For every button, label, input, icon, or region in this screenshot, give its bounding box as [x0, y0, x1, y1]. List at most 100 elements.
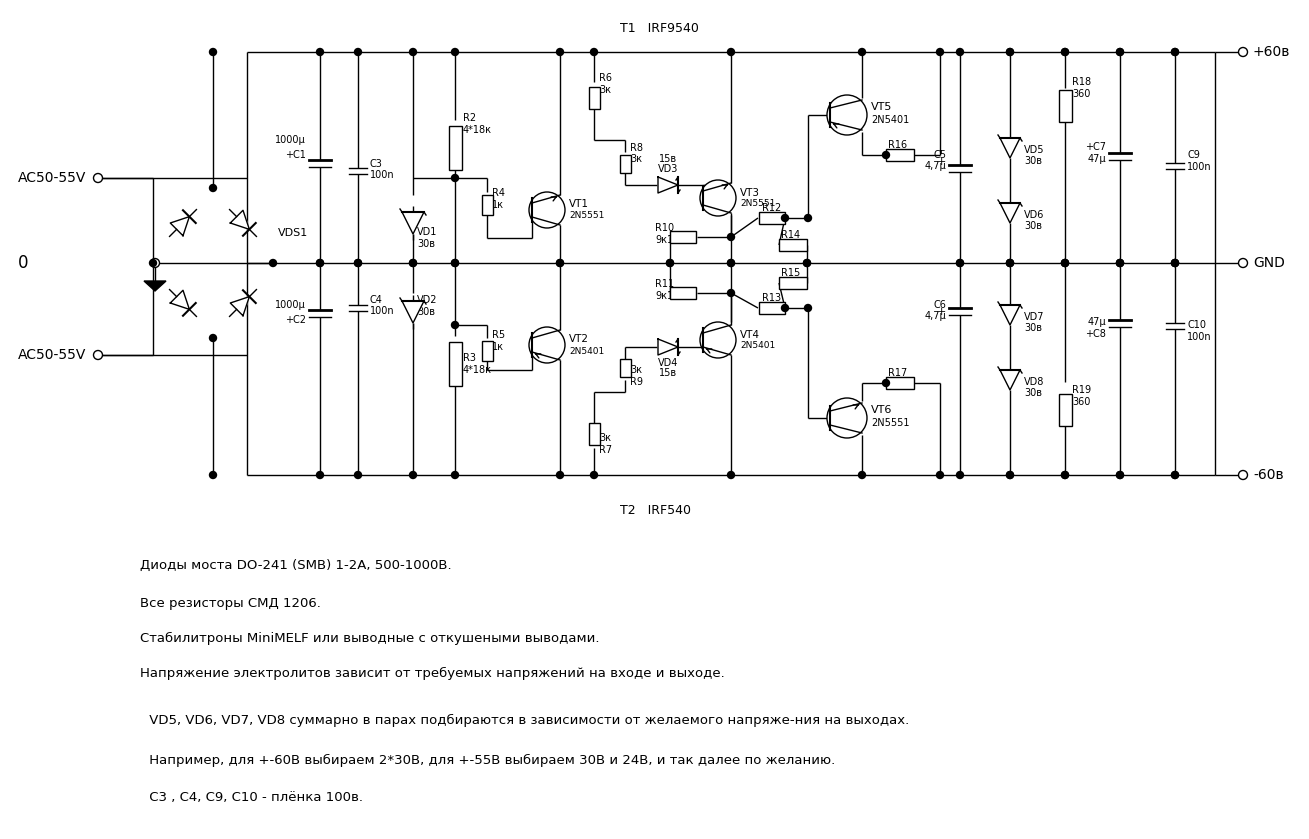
Text: +: +	[937, 157, 946, 167]
Circle shape	[1172, 472, 1178, 478]
Text: 1000μ: 1000μ	[275, 135, 306, 145]
Text: 47μ: 47μ	[1088, 317, 1106, 327]
Circle shape	[700, 180, 736, 216]
Circle shape	[149, 259, 157, 267]
Text: VD2: VD2	[418, 295, 437, 305]
Text: VD8: VD8	[1024, 377, 1045, 387]
Polygon shape	[144, 281, 166, 291]
Circle shape	[728, 49, 734, 55]
Circle shape	[728, 289, 734, 296]
Text: 3к: 3к	[630, 365, 641, 375]
Text: C6: C6	[933, 300, 946, 310]
Circle shape	[1117, 49, 1123, 55]
Circle shape	[957, 259, 963, 267]
Circle shape	[1238, 48, 1247, 56]
Bar	[449, 126, 462, 170]
Circle shape	[452, 321, 458, 329]
Circle shape	[556, 49, 563, 55]
Circle shape	[805, 305, 812, 311]
Circle shape	[1007, 49, 1013, 55]
Bar	[759, 212, 785, 224]
Bar	[886, 377, 914, 389]
Text: Напряжение электролитов зависит от требуемых напряжений на входе и выходе.: Напряжение электролитов зависит от требу…	[140, 666, 725, 680]
Circle shape	[1117, 259, 1123, 267]
Circle shape	[1117, 259, 1123, 267]
Circle shape	[556, 259, 563, 267]
Text: AC50-55V: AC50-55V	[18, 171, 86, 185]
Circle shape	[882, 152, 890, 159]
Bar	[589, 423, 600, 445]
Text: VD1: VD1	[418, 227, 437, 237]
Text: R10: R10	[654, 223, 674, 233]
Text: R8: R8	[630, 143, 643, 153]
Circle shape	[209, 335, 216, 341]
Circle shape	[93, 174, 102, 183]
Circle shape	[781, 215, 788, 221]
Circle shape	[1062, 49, 1068, 55]
Text: 3к: 3к	[630, 154, 641, 164]
Circle shape	[936, 472, 944, 478]
Circle shape	[1172, 49, 1178, 55]
Text: 30в: 30в	[1024, 388, 1042, 398]
Text: VT5: VT5	[870, 102, 893, 112]
Circle shape	[355, 472, 361, 478]
Text: 30в: 30в	[1024, 323, 1042, 333]
Text: R2: R2	[463, 113, 476, 123]
Text: R12: R12	[762, 203, 781, 213]
Circle shape	[355, 259, 361, 267]
Polygon shape	[658, 177, 678, 193]
Circle shape	[700, 322, 736, 358]
Circle shape	[1007, 49, 1013, 55]
Bar	[619, 359, 631, 377]
Text: 100n: 100n	[370, 306, 394, 316]
Circle shape	[452, 175, 458, 181]
Bar	[619, 155, 631, 173]
Text: 4*18к: 4*18к	[463, 125, 492, 135]
Bar	[589, 87, 600, 109]
Text: 4,7μ: 4,7μ	[924, 311, 946, 321]
Text: 0: 0	[18, 254, 29, 272]
Circle shape	[410, 472, 416, 478]
Text: 360: 360	[1072, 397, 1090, 407]
Text: VD5: VD5	[1024, 145, 1045, 155]
Circle shape	[1007, 259, 1013, 267]
Text: 100n: 100n	[370, 170, 394, 180]
Circle shape	[957, 472, 963, 478]
Text: 2N5401: 2N5401	[740, 341, 775, 351]
Bar	[779, 239, 808, 251]
Circle shape	[728, 259, 734, 267]
Text: 1к: 1к	[492, 200, 504, 210]
Circle shape	[1238, 471, 1247, 480]
Text: +C1: +C1	[285, 150, 306, 160]
Text: 15в: 15в	[658, 154, 677, 164]
Circle shape	[1062, 49, 1068, 55]
Circle shape	[270, 259, 276, 267]
Text: 2N5401: 2N5401	[569, 347, 605, 356]
Text: 9к1: 9к1	[654, 235, 673, 245]
Circle shape	[529, 192, 565, 228]
Text: 2N5551: 2N5551	[870, 418, 910, 428]
Circle shape	[804, 259, 810, 267]
Text: 2N5401: 2N5401	[870, 115, 910, 125]
Text: 36к: 36к	[781, 242, 798, 252]
Circle shape	[666, 259, 674, 267]
Text: R14: R14	[781, 230, 800, 240]
Text: 30в: 30в	[1024, 156, 1042, 166]
Text: +C2: +C2	[285, 315, 306, 325]
Text: Диоды моста DO-241 (SMB) 1-2А, 500-1000В.: Диоды моста DO-241 (SMB) 1-2А, 500-1000В…	[140, 559, 452, 571]
Bar	[670, 287, 696, 299]
Text: VT4: VT4	[740, 330, 761, 340]
Circle shape	[1062, 259, 1068, 267]
Circle shape	[355, 259, 361, 267]
Text: R19: R19	[1072, 385, 1092, 395]
Text: R18: R18	[1072, 77, 1092, 87]
Circle shape	[410, 259, 416, 267]
Circle shape	[781, 305, 788, 311]
Text: VDS1: VDS1	[278, 228, 308, 238]
Circle shape	[957, 259, 963, 267]
Circle shape	[452, 472, 458, 478]
Circle shape	[93, 351, 102, 359]
Circle shape	[1062, 472, 1068, 478]
Text: Все резисторы СМД 1206.: Все резисторы СМД 1206.	[140, 597, 321, 609]
Text: VT3: VT3	[740, 188, 761, 198]
